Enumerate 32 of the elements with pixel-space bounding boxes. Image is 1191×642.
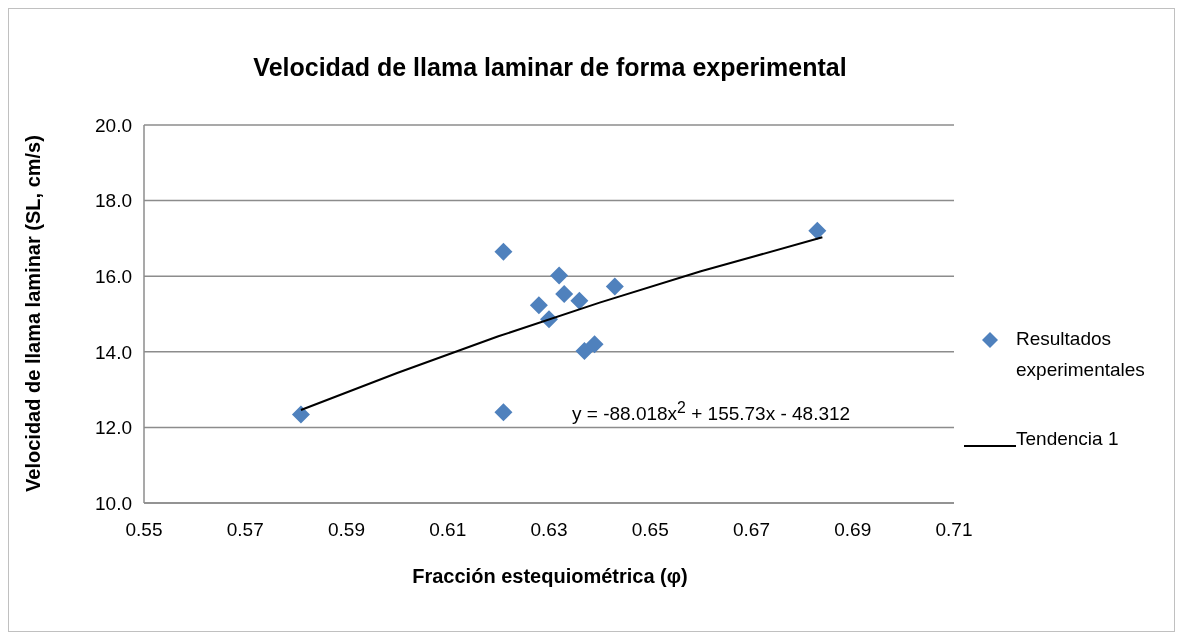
point	[555, 284, 574, 303]
x-tick-label: 0.63	[530, 519, 568, 541]
x-axis-title: Fracción estequiométrica (φ)	[411, 565, 689, 588]
y-tick-label: 12.0	[95, 417, 132, 439]
point	[570, 291, 589, 310]
y-tick-label: 10.0	[95, 492, 132, 514]
x-tick-label: 0.71	[935, 519, 973, 541]
chart-title: Velocidad de llama laminar de forma experimental	[252, 53, 848, 82]
point	[494, 242, 513, 261]
x-tick-label: 0.65	[631, 519, 669, 541]
point	[494, 403, 513, 422]
annotation: y = -88.018x$^{2}$ + 155.73x - 48.312	[572, 399, 851, 425]
point	[605, 277, 624, 296]
y-axis-title: Velocidad de llama laminar (SL, cm/s)	[21, 134, 45, 494]
x-tick-label: 0.59	[328, 519, 365, 541]
y-tick-label: 18.0	[95, 190, 132, 212]
y-tick-label: 16.0	[95, 265, 132, 287]
x-tick-label: 0.57	[226, 519, 264, 541]
point	[585, 335, 604, 354]
x-tick-label: 0.67	[733, 519, 770, 541]
legend-label: Tendencia 1	[1016, 427, 1120, 451]
point	[529, 296, 548, 315]
legend-label: Resultados experimentales	[1016, 327, 1146, 382]
point	[291, 405, 310, 424]
x-tick-label: 0.55	[125, 519, 163, 541]
y-tick-label: 20.0	[95, 114, 132, 136]
point	[575, 342, 594, 361]
x-tick-label: 0.69	[834, 519, 872, 541]
point	[550, 266, 569, 285]
point	[808, 221, 827, 240]
y-tick-label: 14.0	[95, 341, 132, 363]
x-tick-label: 0.61	[429, 519, 467, 541]
